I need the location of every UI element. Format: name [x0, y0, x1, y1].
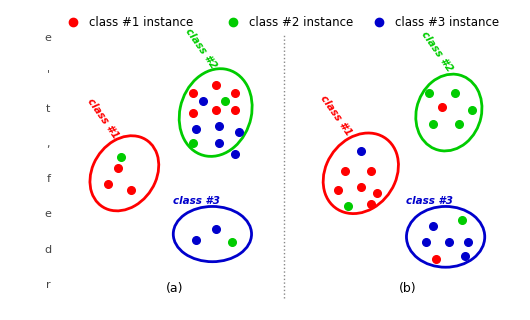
Text: ,: ,: [47, 139, 50, 149]
Text: ': ': [47, 68, 50, 79]
Text: (a): (a): [166, 282, 184, 295]
Text: e: e: [45, 209, 51, 220]
Text: class #1 instance: class #1 instance: [90, 16, 193, 29]
Text: class #2: class #2: [183, 27, 218, 71]
Text: class #1: class #1: [319, 93, 354, 137]
Text: class #2 instance: class #2 instance: [249, 16, 353, 29]
Text: class #3 instance: class #3 instance: [395, 16, 499, 29]
Text: r: r: [46, 280, 50, 290]
Text: class #3: class #3: [173, 196, 220, 206]
Text: t: t: [46, 104, 50, 114]
Text: class #1: class #1: [85, 96, 120, 140]
Text: e: e: [45, 33, 51, 44]
Text: f: f: [46, 174, 50, 184]
Text: (b): (b): [399, 282, 417, 295]
Text: class #3: class #3: [407, 196, 454, 206]
Text: d: d: [45, 244, 52, 255]
Text: class #2: class #2: [420, 30, 455, 74]
